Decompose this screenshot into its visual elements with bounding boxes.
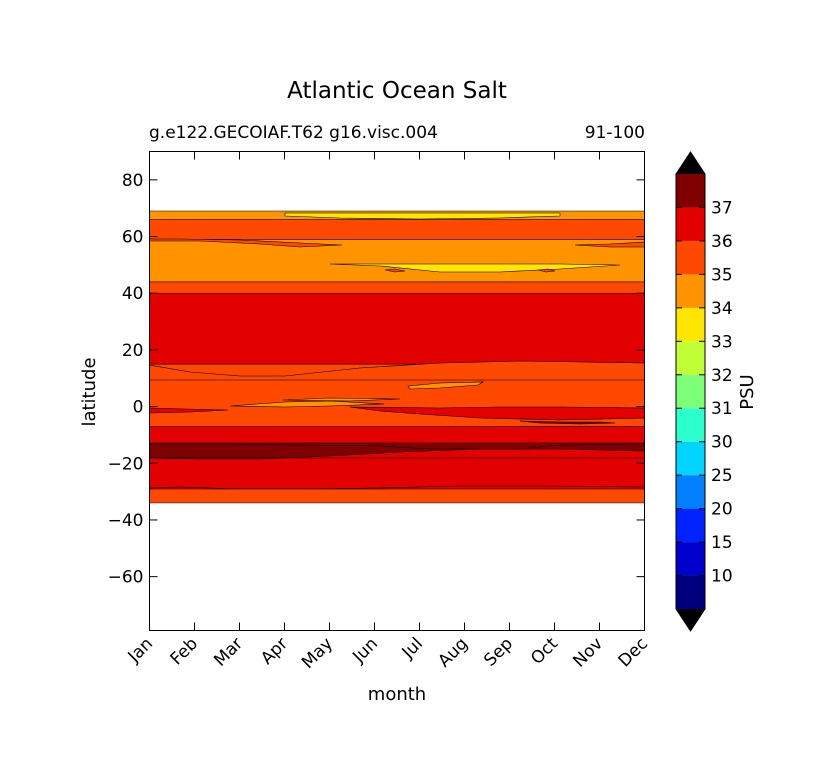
colorbar-tick-label: 31 bbox=[711, 399, 733, 419]
chart-title: Atlantic Ocean Salt bbox=[287, 78, 507, 104]
x-tick-label: Jun bbox=[348, 634, 382, 668]
contour-band bbox=[149, 239, 645, 283]
colorbar-segment bbox=[676, 307, 705, 342]
x-tick-label: May bbox=[298, 634, 337, 673]
colorbar-tick-label: 37 bbox=[711, 198, 733, 218]
y-tick-label: 20 bbox=[122, 341, 144, 361]
chart-subtitle-left: g.e122.GECOIAF.T62 g16.visc.004 bbox=[149, 123, 438, 143]
y-tick-label: 60 bbox=[122, 228, 144, 248]
x-axis-label: month bbox=[368, 684, 426, 705]
y-tick-label: −40 bbox=[108, 511, 144, 531]
colorbar-segment bbox=[676, 374, 705, 409]
contour-patch bbox=[149, 407, 229, 414]
y-tick-label: 40 bbox=[122, 284, 144, 304]
y-tick-label: 0 bbox=[133, 398, 144, 418]
colorbar-extend-top bbox=[676, 152, 705, 174]
colorbar-tick-label: 36 bbox=[711, 232, 733, 252]
colorbar-tick-label: 34 bbox=[711, 299, 733, 319]
y-tick-label: −60 bbox=[108, 568, 144, 588]
x-tick-label: Apr bbox=[257, 634, 292, 669]
colorbar-tick-label: 30 bbox=[711, 433, 733, 453]
chart-subtitle-right: 91-100 bbox=[585, 123, 645, 143]
contour-patch bbox=[229, 400, 385, 408]
colorbar-segment bbox=[676, 542, 705, 576]
colorbar-segment bbox=[676, 441, 705, 476]
x-tick-label: Nov bbox=[569, 634, 607, 672]
contour-patch bbox=[282, 397, 401, 402]
contour-patch bbox=[329, 263, 621, 273]
x-tick-label: Sep bbox=[480, 634, 517, 671]
contour-patch bbox=[149, 448, 645, 460]
colorbar-label: PSU bbox=[737, 374, 758, 409]
x-tick-label: Aug bbox=[434, 634, 472, 672]
contour-band bbox=[149, 219, 645, 240]
x-tick-label: Jul bbox=[398, 634, 427, 663]
contour-band bbox=[149, 281, 645, 294]
colorbar-segment bbox=[676, 508, 705, 543]
colorbar-outline bbox=[675, 151, 706, 632]
contour-patch bbox=[149, 485, 645, 490]
colorbar-tick-label: 35 bbox=[711, 265, 733, 285]
colorbar-segment bbox=[676, 341, 705, 375]
colorbar-segment bbox=[676, 475, 705, 509]
colorbar-tick-label: 25 bbox=[711, 466, 733, 486]
colorbar-segment bbox=[676, 207, 705, 241]
colorbar-segment bbox=[676, 240, 705, 275]
y-tick-label: 80 bbox=[122, 171, 144, 191]
plot-frame bbox=[149, 151, 645, 631]
contour-patch bbox=[349, 406, 645, 421]
contour-patch bbox=[407, 381, 485, 390]
x-tick-label: Feb bbox=[167, 634, 202, 669]
colorbar-tick-label: 10 bbox=[711, 567, 733, 587]
contour-band bbox=[149, 457, 645, 490]
colorbar-segment bbox=[676, 408, 705, 442]
y-axis-label: latitude bbox=[79, 357, 100, 426]
y-tick-label: −20 bbox=[108, 454, 144, 474]
contour-patch bbox=[574, 241, 645, 248]
colorbar-segment bbox=[676, 174, 705, 208]
colorbar: 10 15 20 25 30 31 32 33 34 35 36 37 bbox=[675, 151, 733, 632]
colorbar-segment bbox=[676, 274, 705, 308]
colorbar-segment bbox=[676, 575, 705, 609]
x-tick-label: Mar bbox=[210, 634, 247, 671]
y-axis: 80 60 40 20 0 −20 −40 −60 bbox=[108, 171, 645, 588]
x-tick-label: Jan bbox=[124, 634, 157, 667]
colorbar-tick-label: 33 bbox=[711, 332, 733, 352]
colorbar-extend-bottom bbox=[676, 609, 705, 631]
contour-patch bbox=[284, 212, 561, 220]
contour-patch bbox=[149, 238, 343, 248]
x-tick-label: Oct bbox=[527, 634, 562, 669]
contour-band bbox=[149, 292, 645, 365]
contour-band bbox=[149, 488, 645, 504]
contour-patch bbox=[149, 442, 645, 450]
plot-area bbox=[149, 210, 645, 504]
colorbar-tick-label: 20 bbox=[711, 500, 733, 520]
contour-patch bbox=[537, 268, 556, 273]
contour-features bbox=[149, 212, 645, 490]
contour-band bbox=[149, 426, 645, 444]
contour-patch bbox=[149, 360, 645, 381]
contour-patch bbox=[519, 420, 616, 425]
colorbar-tick-label: 32 bbox=[711, 366, 733, 386]
contour-patch bbox=[384, 268, 406, 273]
x-tick-label: Dec bbox=[615, 634, 652, 671]
colorbar-tick-label: 15 bbox=[711, 533, 733, 553]
